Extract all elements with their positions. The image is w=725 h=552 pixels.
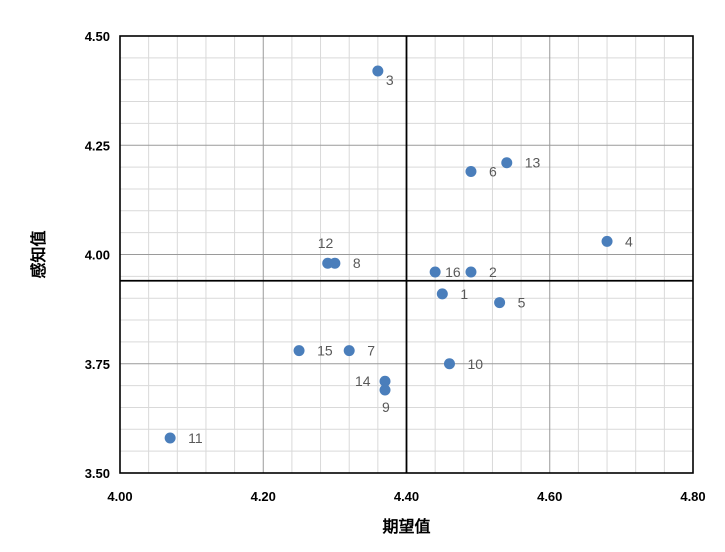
point-label-9: 9 xyxy=(382,399,390,415)
x-tick-label: 4.80 xyxy=(680,489,705,504)
data-point-9 xyxy=(379,384,391,396)
point-label-4: 4 xyxy=(625,233,633,249)
data-point-6 xyxy=(465,165,477,177)
data-point-2 xyxy=(465,266,477,278)
x-axis-title: 期望值 xyxy=(382,517,430,536)
point-label-16: 16 xyxy=(445,264,461,280)
data-point-16 xyxy=(429,266,441,278)
data-point-11 xyxy=(164,432,176,444)
data-point-14 xyxy=(379,375,391,387)
point-label-2: 2 xyxy=(489,264,497,280)
point-label-10: 10 xyxy=(467,356,483,372)
point-label-13: 13 xyxy=(525,155,541,171)
y-tick-label: 4.25 xyxy=(85,138,110,153)
data-points xyxy=(164,65,613,444)
y-tick-label: 4.00 xyxy=(85,248,110,263)
point-label-7: 7 xyxy=(367,343,375,359)
x-tick-label: 4.20 xyxy=(251,489,276,504)
y-axis-title: 感知值 xyxy=(29,230,48,278)
point-label-5: 5 xyxy=(518,295,526,311)
point-label-3: 3 xyxy=(386,72,394,88)
data-point-12 xyxy=(322,257,334,269)
data-point-7 xyxy=(343,345,355,357)
point-label-14: 14 xyxy=(355,373,371,389)
data-point-3 xyxy=(372,65,384,77)
data-point-5 xyxy=(494,297,506,309)
data-point-1 xyxy=(436,288,448,300)
quadrant-lines xyxy=(120,36,693,473)
data-point-10 xyxy=(443,358,455,370)
point-label-12: 12 xyxy=(318,235,334,251)
point-label-6: 6 xyxy=(489,163,497,179)
data-point-4 xyxy=(601,235,613,247)
point-label-15: 15 xyxy=(317,343,333,359)
point-label-1: 1 xyxy=(460,286,468,302)
y-tick-label: 4.50 xyxy=(85,29,110,44)
y-axis-ticks: 3.50 3.75 4.00 4.25 4.50 xyxy=(85,29,110,481)
x-tick-label: 4.60 xyxy=(537,489,562,504)
x-axis-ticks: 4.00 4.20 4.40 4.60 4.80 xyxy=(107,489,705,504)
data-point-15 xyxy=(293,345,305,357)
x-tick-label: 4.40 xyxy=(394,489,419,504)
point-label-11: 11 xyxy=(188,430,203,446)
point-label-8: 8 xyxy=(353,255,361,271)
x-tick-label: 4.00 xyxy=(107,489,132,504)
y-tick-label: 3.50 xyxy=(85,466,110,481)
y-tick-label: 3.75 xyxy=(85,357,110,372)
data-point-13 xyxy=(501,157,513,169)
